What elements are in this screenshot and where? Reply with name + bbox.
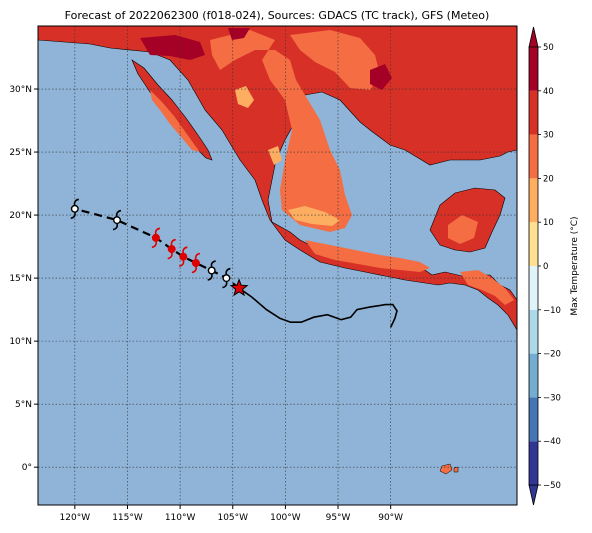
colorbar-segment [529, 222, 538, 266]
colorbar-tick-label: −50 [543, 481, 561, 491]
hurricane-symbol [179, 246, 188, 267]
temp-zone-20-30-baja [150, 90, 200, 152]
land-north-america [38, 26, 517, 331]
lat-tick-label: 5°N [15, 400, 32, 410]
colorbar-tick-label: −20 [543, 350, 561, 360]
temp-zone-10-20-north [235, 86, 254, 108]
lon-tick-label: 120°W [60, 513, 91, 523]
colorbar-extend-bottom [528, 484, 539, 506]
lon-tick-label: 100°W [270, 513, 301, 523]
lon-tick-label: 115°W [112, 513, 143, 523]
map-area [38, 26, 517, 505]
colorbar-segment [529, 178, 538, 223]
lat-tick-label: 0° [22, 463, 32, 473]
colorbar-label: Max Temperature (°C) [570, 216, 580, 315]
colorbar: −50 −40 −30 −20 −10 0 10 20 30 40 50 [528, 26, 561, 506]
lat-tick-label: 15°N [9, 274, 32, 284]
colorbar-extend-top [528, 26, 539, 48]
colorbar-tick-label: 50 [543, 43, 554, 53]
colorbar-tick-label: 30 [543, 131, 554, 141]
tropical-storm-symbol [70, 198, 79, 220]
temp-zone-40-50-gulf [228, 28, 250, 40]
colorbar-tick-label: 20 [543, 174, 554, 184]
tropical-storm-symbol [112, 209, 122, 231]
temp-zone-20-30-sierra [210, 30, 352, 232]
temp-zone-10-20-plateau [288, 206, 340, 226]
lat-tick-label: 20°N [9, 211, 32, 221]
current-position-star [229, 278, 249, 297]
colorbar-tick-label: 0 [543, 262, 548, 272]
colorbar-segment [529, 441, 538, 485]
colorbar-segment [529, 309, 538, 354]
colorbar-tick-label: 10 [543, 218, 554, 228]
temp-zone-10-20-central [268, 146, 282, 165]
hurricane-symbol [191, 252, 201, 274]
lat-tick-label: 30°N [9, 85, 32, 95]
lat-tick-label: 25°N [9, 148, 32, 158]
colorbar-tick-label: 40 [543, 87, 554, 97]
colorbar-segment [529, 47, 538, 91]
temp-zone-20-30-yucatan [448, 215, 478, 244]
lon-tick-label: 95°W [326, 513, 351, 523]
tropical-storm-symbol [207, 260, 216, 281]
latitude-axis: 0° 5°N 10°N 15°N 20°N 25°N 30°N [9, 85, 38, 473]
colorbar-segment [529, 397, 538, 442]
temp-zone-40-50-sonora [140, 35, 205, 60]
colorbar-tick-label: −30 [543, 393, 561, 403]
temp-zone-20-30-south [305, 240, 430, 272]
land-galapagos [439, 463, 459, 475]
hurricane-symbol [151, 227, 161, 249]
track-markers [70, 198, 231, 289]
figure-title: Forecast of 2022062300 (f018-024), Sourc… [65, 9, 490, 22]
colorbar-segment [529, 134, 538, 179]
temp-zone-20-30-north [290, 30, 380, 90]
current-position-marker [229, 278, 249, 297]
lon-tick-label: 110°W [165, 513, 196, 523]
past-track-line [238, 287, 398, 328]
colorbar-tick-label: −10 [543, 306, 561, 316]
temp-zone-20-30-central-america [460, 270, 514, 305]
colorbar-segment [529, 353, 538, 398]
lon-tick-label: 90°W [378, 513, 403, 523]
map-frame [37, 25, 518, 506]
lon-tick-label: 105°W [217, 513, 248, 523]
lat-tick-label: 10°N [9, 337, 32, 347]
colorbar-segment [529, 90, 538, 135]
tropical-storm-symbol [222, 267, 231, 289]
colorbar-tick-label: −40 [543, 437, 561, 447]
temp-zone-40-50-texas [370, 64, 392, 90]
longitude-axis: 120°W 115°W 110°W 105°W 100°W 95°W 90°W [60, 505, 403, 523]
hurricane-symbol [167, 238, 176, 260]
colorbar-segment [529, 266, 538, 310]
